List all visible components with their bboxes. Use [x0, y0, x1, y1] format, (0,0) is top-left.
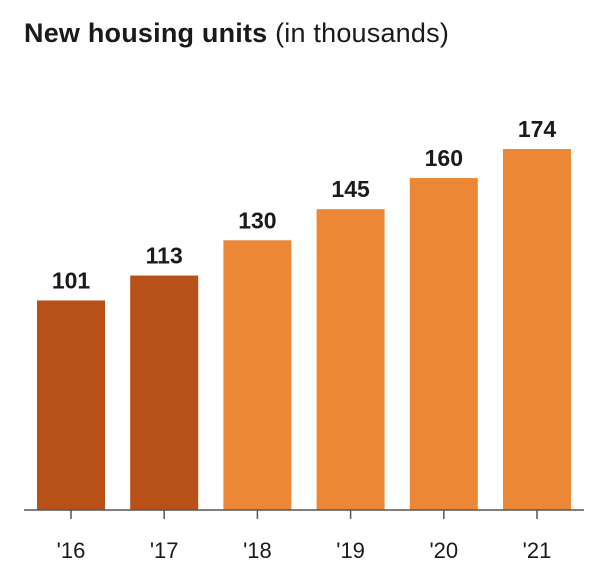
x-tick-label-2: '18 [243, 538, 272, 563]
chart-title: New housing units (in thousands) [24, 18, 449, 49]
chart-title-main: New housing units [24, 18, 268, 48]
x-tick-label-3: '19 [336, 538, 365, 563]
bar-3 [316, 209, 385, 510]
x-tick-label-5: '21 [523, 538, 552, 563]
x-tick-label-1: '17 [150, 538, 179, 563]
chart-title-unit: (in thousands) [275, 18, 450, 48]
data-label-3: 145 [331, 176, 370, 202]
bar-0 [37, 300, 105, 510]
data-label-0: 101 [52, 267, 91, 293]
x-tick-label-0: '16 [57, 538, 86, 563]
bar-5 [503, 149, 571, 510]
data-label-2: 130 [238, 207, 276, 233]
bar-2 [223, 240, 292, 510]
x-tick-label-4: '20 [429, 538, 458, 563]
data-label-1: 113 [146, 243, 183, 269]
bar-4 [409, 178, 478, 511]
data-label-4: 160 [425, 145, 463, 171]
bar-1 [130, 275, 199, 510]
data-label-5: 174 [518, 116, 557, 142]
